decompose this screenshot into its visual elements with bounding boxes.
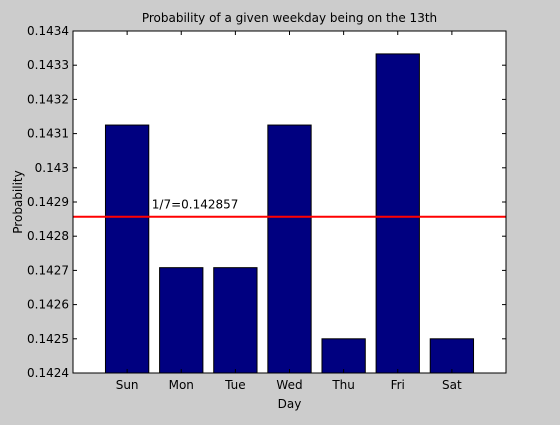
x-axis: Sun Mon Tue Wed Thu Fri Sat	[116, 31, 462, 392]
y-tick-label: 0.1428	[27, 229, 69, 243]
bar-mon	[159, 267, 204, 374]
y-tick-label: 0.1431	[27, 127, 69, 141]
y-tick-label: 0.1425	[27, 332, 69, 346]
chart-title: Probability of a given weekday being on …	[142, 11, 437, 25]
bar-sat	[429, 338, 475, 374]
y-tick-label: 0.1432	[27, 92, 69, 106]
y-tick-label: 0.1434	[27, 24, 69, 38]
bar-tue	[213, 267, 258, 374]
bar-fri	[375, 53, 420, 374]
y-axis: 0.1424 0.1425 0.1426 0.1427 0.1428 0.1429 0.14…	[27, 24, 506, 380]
y-tick-label: 0.143	[35, 161, 69, 175]
x-tick-label: Tue	[224, 378, 246, 392]
y-tick-label: 0.1426	[27, 298, 69, 312]
y-tick-label: 0.1424	[27, 366, 69, 380]
bar-wed	[267, 124, 312, 374]
y-axis-label: Probability	[11, 170, 25, 233]
bars-group	[104, 53, 475, 374]
y-tick-label: 0.1429	[27, 195, 69, 209]
bar-sun	[104, 124, 150, 374]
x-tick-label: Sat	[442, 378, 462, 392]
x-axis-label: Day	[278, 397, 302, 411]
y-tick-label: 0.1433	[27, 58, 69, 72]
x-tick-label: Thu	[331, 378, 355, 392]
x-tick-label: Mon	[169, 378, 194, 392]
y-tick-label: 0.1427	[27, 263, 69, 277]
bar-thu	[321, 338, 366, 374]
reference-line-label: 1/7=0.142857	[152, 198, 239, 212]
x-tick-label: Fri	[391, 378, 405, 392]
x-tick-label: Sun	[116, 378, 139, 392]
x-tick-label: Wed	[276, 378, 302, 392]
